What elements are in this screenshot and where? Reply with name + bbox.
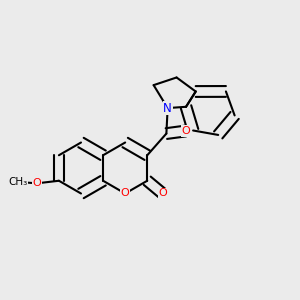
Text: O: O	[33, 178, 42, 188]
Text: O: O	[158, 188, 167, 199]
Text: O: O	[121, 188, 130, 199]
Text: N: N	[163, 102, 172, 115]
Text: CH₃: CH₃	[8, 177, 28, 187]
Text: O: O	[181, 126, 190, 136]
